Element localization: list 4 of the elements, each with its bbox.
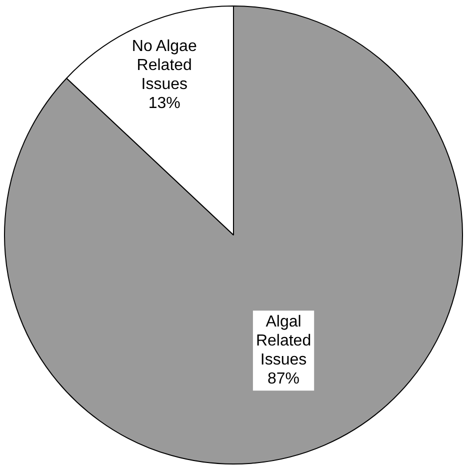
data-label: 87% [268,370,300,388]
data-label: 13% [148,95,180,112]
slice-label: Algal Related Issues [256,313,312,368]
slice-label: No Algae Related Issues [132,38,197,94]
